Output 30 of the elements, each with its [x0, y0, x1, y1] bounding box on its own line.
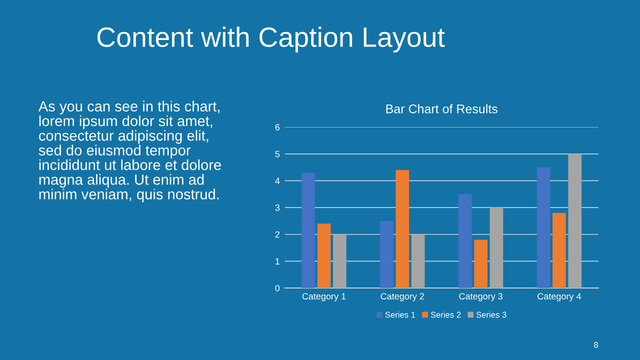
- y-tick-label: 0: [275, 284, 280, 292]
- bar: [474, 240, 488, 288]
- text: As you can see in this chart, lorem ipsum dolor sit amet, consectetur adipiscing elit, sed do eiusmod tempor incididunt ut labore et dolore magna aliqua. Ut enim ad minim veniam, quis nostrud.: [38, 100, 221, 202]
- bar: [552, 212, 566, 288]
- y-tick-label: 3: [275, 204, 280, 211]
- bar: [302, 172, 315, 288]
- y-tick-label: 6: [275, 124, 280, 130]
- y-tick-label: 5: [275, 150, 280, 158]
- bar: [568, 154, 582, 288]
- x-tick-label: Category 3: [459, 293, 502, 302]
- legend-label: Series 2: [430, 312, 461, 318]
- bar: [380, 220, 394, 288]
- bar: [396, 170, 410, 288]
- y-tick-label: 2: [275, 231, 280, 238]
- y-tick-label: 1: [276, 258, 280, 264]
- text: 8: [594, 342, 598, 348]
- bar: [333, 234, 346, 288]
- y-tick-label: 4: [275, 178, 280, 184]
- text: Content with Caption Layout: [97, 26, 445, 53]
- x-tick-label: Category 1: [302, 293, 346, 302]
- chart-title: Bar Chart of Results: [386, 104, 498, 114]
- legend-label: Series 1: [385, 312, 416, 318]
- bar: [317, 224, 331, 288]
- bar: [458, 194, 472, 288]
- x-tick-label: Category 4: [538, 293, 582, 302]
- bar: [411, 234, 425, 288]
- bar: [536, 167, 550, 288]
- x-tick-label: Category 2: [380, 293, 424, 302]
- legend-label: Series 3: [476, 312, 506, 318]
- bar: [490, 208, 504, 288]
